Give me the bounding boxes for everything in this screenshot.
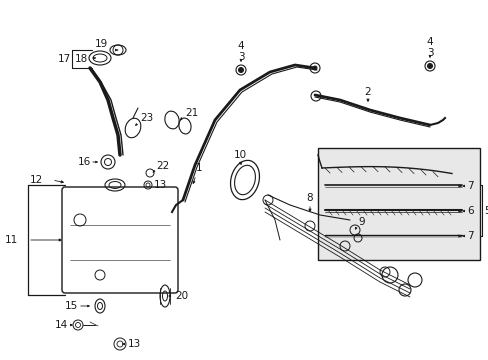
Circle shape <box>427 63 431 68</box>
Text: 21: 21 <box>184 108 198 118</box>
Text: 4: 4 <box>426 37 432 47</box>
Text: 7: 7 <box>466 181 473 191</box>
Text: 19: 19 <box>95 39 108 49</box>
Text: 2: 2 <box>364 87 370 97</box>
Text: 7: 7 <box>466 231 473 241</box>
Text: 13: 13 <box>128 339 141 349</box>
Text: 20: 20 <box>175 291 188 301</box>
Circle shape <box>312 66 316 70</box>
Text: 13: 13 <box>154 180 167 190</box>
Circle shape <box>238 68 243 72</box>
Text: 15: 15 <box>65 301 78 311</box>
Text: 11: 11 <box>5 235 18 245</box>
Text: 14: 14 <box>55 320 68 330</box>
Text: 12: 12 <box>30 175 43 185</box>
Text: 3: 3 <box>426 48 432 58</box>
Text: 23: 23 <box>140 113 153 123</box>
Text: 16: 16 <box>78 157 91 167</box>
Text: 18: 18 <box>75 54 88 64</box>
Text: 4: 4 <box>237 41 244 51</box>
Bar <box>317 148 479 260</box>
Text: 1: 1 <box>196 163 202 173</box>
Text: 5: 5 <box>483 206 488 216</box>
Text: 22: 22 <box>156 161 169 171</box>
Text: 3: 3 <box>237 52 244 62</box>
Text: 9: 9 <box>357 217 364 227</box>
Text: 10: 10 <box>233 150 246 160</box>
Text: 6: 6 <box>466 206 473 216</box>
Text: 17: 17 <box>58 54 71 64</box>
Text: 8: 8 <box>306 193 313 203</box>
